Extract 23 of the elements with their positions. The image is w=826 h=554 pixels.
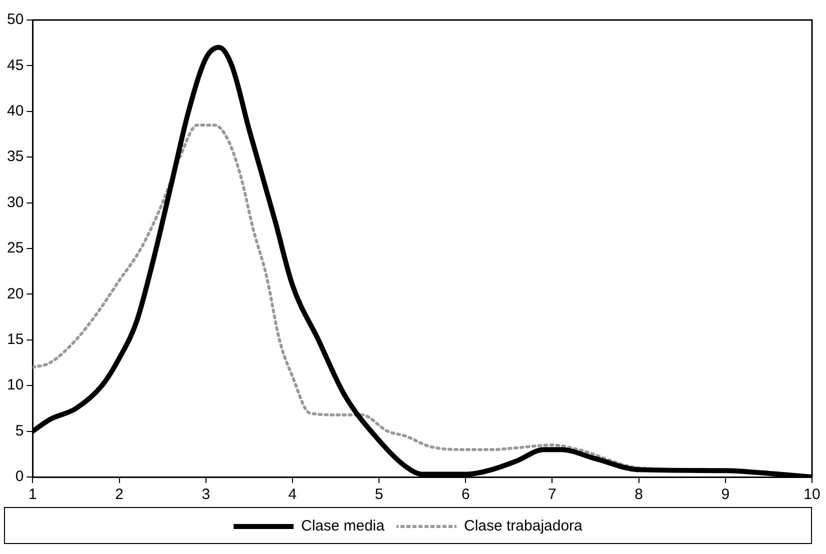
y-tick-label: 0 [15,468,24,486]
x-tick-label: 6 [461,486,470,504]
x-tick-label: 10 [804,486,820,504]
x-tick-label: 3 [202,486,210,504]
y-tick-label: 45 [6,56,24,74]
y-tick-label: 5 [15,422,24,440]
y-tick-label: 30 [6,194,24,211]
y-tick-label: 20 [6,285,24,302]
y-tick-label: 15 [6,331,24,348]
x-tick-label: 5 [374,486,384,504]
y-tick-label: 40 [6,102,24,120]
legend-label: Clase media [301,518,386,535]
x-tick-label: 2 [115,486,124,504]
x-tick-label: 4 [288,486,297,504]
x-tick-label: 8 [634,486,643,504]
x-tick-label: 9 [721,486,730,504]
y-tick-label: 35 [6,148,24,166]
y-tick-label: 25 [6,240,24,257]
legend-label: Clase trabajadora [464,518,584,535]
y-tick-label: 10 [6,376,24,394]
y-tick-label: 50 [6,11,24,28]
x-tick-label: 7 [548,486,556,504]
x-tick-label: 1 [28,486,37,504]
